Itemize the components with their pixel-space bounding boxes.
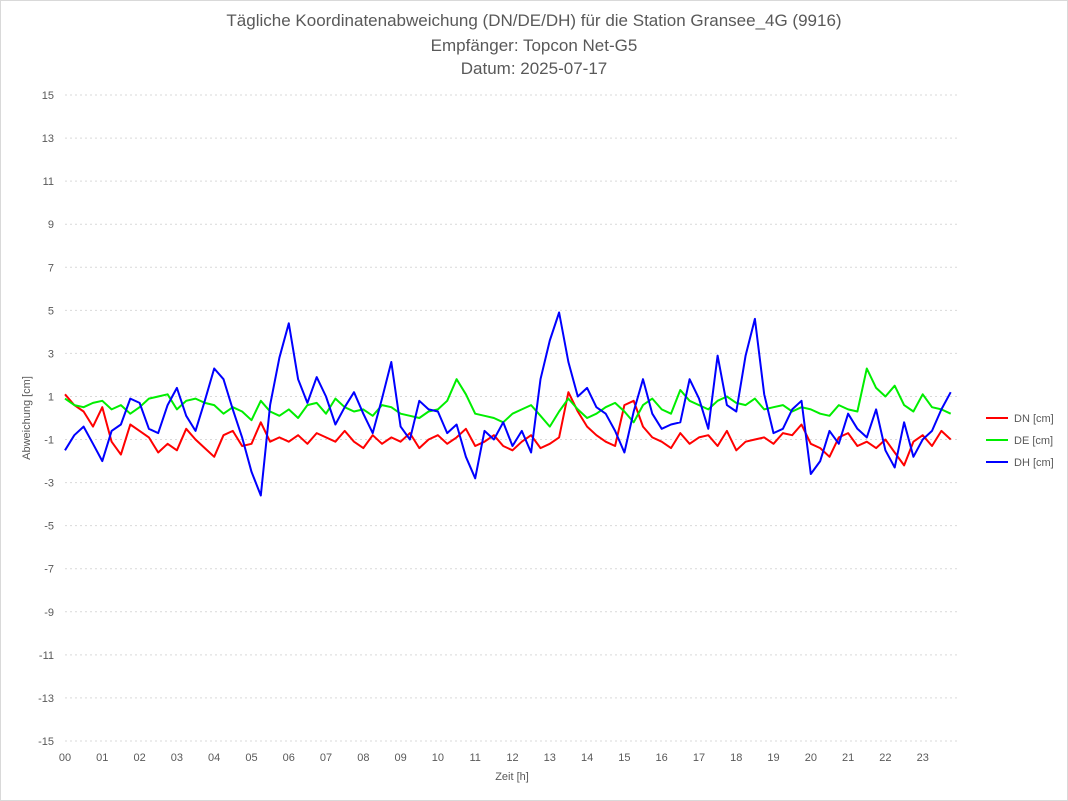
legend: DN [cm] DE [cm] DH [cm] (986, 413, 1054, 469)
y-tick-label: 5 (48, 305, 54, 317)
legend-label: DE [cm] (1014, 435, 1053, 447)
x-tick-label: 08 (357, 752, 369, 764)
y-tick-label: 13 (42, 133, 54, 145)
chart-title: Tägliche Koordinatenabweichung (DN/DE/DH… (226, 11, 842, 30)
chart-date: Datum: 2025-07-17 (460, 59, 608, 78)
y-tick-labels: 15 13 11 9 7 5 3 1 -1 -3 -5 -7 -9 -11 -13 -15 (38, 90, 54, 748)
x-tick-label: 03 (171, 752, 183, 764)
series-lines (64, 311, 952, 497)
x-tick-label: 23 (917, 752, 929, 764)
x-tick-label: 20 (805, 752, 817, 764)
series-line-2 (64, 311, 952, 497)
series-line-0 (64, 391, 952, 467)
x-tick-label: 04 (208, 752, 220, 764)
y-tick-label: -11 (39, 650, 54, 662)
x-tick-label: 14 (581, 752, 593, 764)
x-tick-label: 10 (432, 752, 444, 764)
y-tick-label: 9 (48, 219, 54, 231)
x-tick-label: 12 (506, 752, 518, 764)
y-tick-label: -5 (44, 521, 54, 533)
x-tick-label: 09 (395, 752, 407, 764)
x-tick-label: 11 (469, 752, 480, 764)
y-tick-label: -15 (38, 736, 54, 748)
x-tick-label: 19 (767, 752, 779, 764)
x-tick-label: 02 (133, 752, 145, 764)
y-tick-label: 7 (48, 262, 54, 274)
x-tick-label: 05 (245, 752, 257, 764)
x-tick-label: 18 (730, 752, 742, 764)
x-tick-label: 15 (618, 752, 630, 764)
chart-subtitle: Empfänger: Topcon Net-G5 (430, 36, 638, 55)
x-tick-label: 17 (693, 752, 705, 764)
y-tick-label: -13 (38, 693, 54, 705)
x-tick-label: 00 (59, 752, 71, 764)
legend-label: DH [cm] (1014, 457, 1054, 469)
x-tick-labels: 00 01 02 03 04 05 06 07 08 09 10 11 12 13 14 15 16 17 18 19… (59, 752, 929, 764)
gridlines (65, 94, 960, 742)
y-tick-label: 11 (43, 176, 54, 188)
legend-label: DN [cm] (1014, 413, 1054, 425)
y-tick-label: 15 (42, 90, 54, 102)
x-tick-label: 22 (879, 752, 891, 764)
y-tick-label: 3 (48, 348, 54, 360)
x-tick-label: 07 (320, 752, 332, 764)
x-tick-label: 13 (544, 752, 556, 764)
y-tick-label: 1 (48, 391, 54, 403)
y-tick-label: -3 (44, 478, 54, 490)
x-tick-label: 16 (656, 752, 668, 764)
x-tick-label: 01 (96, 752, 108, 764)
x-axis-label: Zeit [h] (495, 771, 529, 783)
y-axis-label: Abweichung [cm] (21, 376, 33, 460)
y-tick-label: -7 (44, 564, 54, 576)
y-tick-label: -1 (44, 435, 54, 447)
x-tick-label: 06 (283, 752, 295, 764)
series-line-1 (64, 367, 952, 428)
y-tick-label: -9 (44, 607, 54, 619)
x-tick-label: 21 (842, 752, 854, 764)
